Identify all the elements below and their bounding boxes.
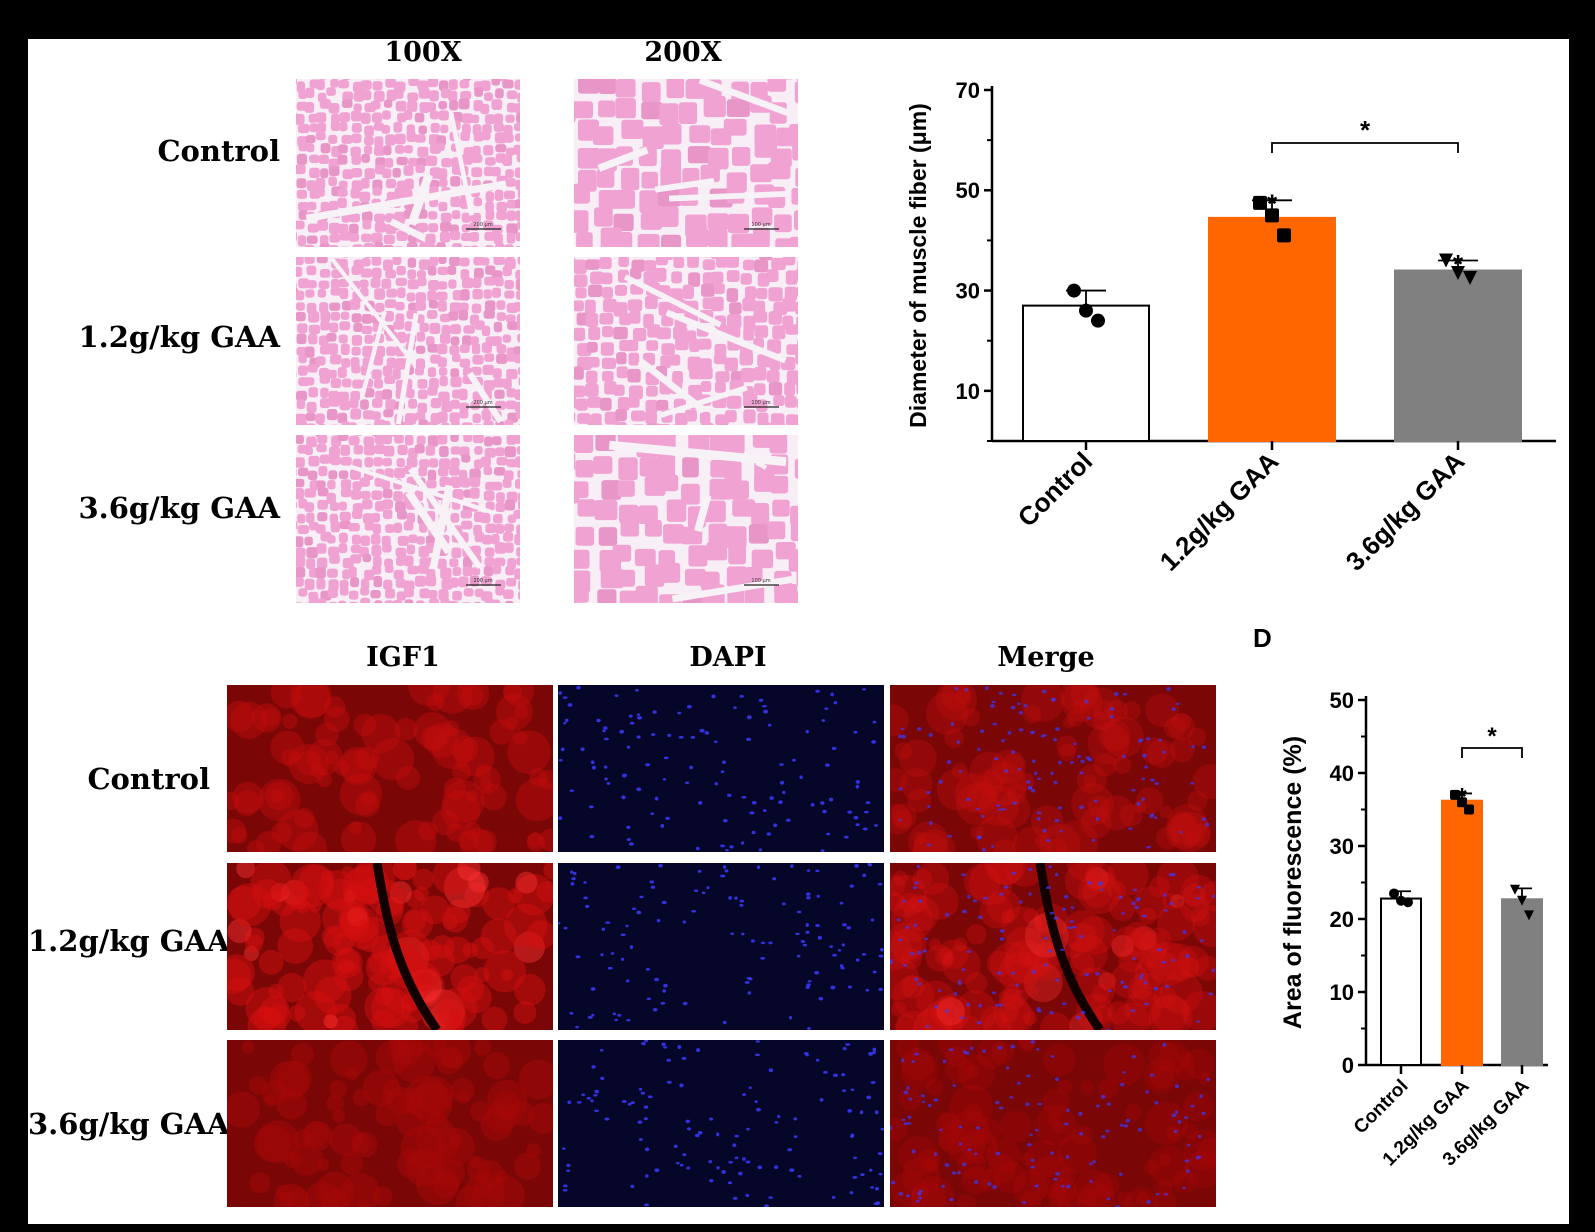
data-point — [1079, 303, 1093, 318]
bar — [1394, 269, 1522, 442]
data-point — [1463, 271, 1477, 286]
he-row-label-control: Control — [157, 134, 280, 168]
y-tick-label: 40 — [1330, 761, 1354, 786]
if-image-igf1-gaa36 — [227, 1040, 553, 1207]
bar — [1022, 304, 1150, 442]
data-point — [1451, 266, 1465, 281]
he-row-label-gaa36: 3.6g/kg GAA — [78, 491, 280, 525]
bar — [1380, 897, 1422, 1066]
if-image-dapi-control — [558, 685, 884, 852]
y-tick-label: 30 — [956, 278, 980, 303]
bar — [1441, 799, 1483, 1066]
data-point — [1403, 897, 1413, 908]
if-image-merge-gaa12 — [890, 863, 1216, 1030]
y-axis-label: Area of fluorescence (%) — [1279, 736, 1307, 1029]
scale-bar-label: 100 μm — [751, 578, 770, 584]
data-point — [1439, 253, 1453, 268]
y-tick-label: 10 — [1330, 980, 1354, 1005]
if-col-header-dapi: DAPI — [689, 642, 767, 673]
panel-letter-d: D — [1253, 623, 1272, 653]
data-point — [1457, 797, 1467, 808]
y-tick-label: 70 — [956, 78, 980, 103]
if-image-dapi-gaa12 — [558, 863, 884, 1030]
data-point — [1091, 313, 1105, 328]
scale-bar-label: 200 μm — [473, 222, 492, 228]
significance-star: * — [1267, 189, 1278, 219]
data-point — [1510, 884, 1520, 895]
x-tick-label: Control — [1350, 1076, 1413, 1139]
data-point — [1265, 208, 1279, 223]
bracket-star: * — [1360, 115, 1371, 145]
significance-star: * — [1457, 784, 1467, 811]
y-tick-label: 20 — [1330, 907, 1354, 932]
he-image-gaa12-100x: 200 μm — [296, 257, 520, 425]
he-col-header-100x: 100X — [384, 37, 462, 68]
if-image-igf1-control — [227, 685, 553, 852]
if-image-merge-control — [890, 685, 1216, 852]
y-tick-label: 10 — [956, 379, 980, 404]
bar — [1501, 898, 1543, 1066]
if-row-label-gaa36: 3.6g/kg GAA — [28, 1107, 230, 1141]
scale-bar-label: 100 μm — [751, 400, 770, 406]
significance-bracket — [1461, 747, 1523, 758]
data-point — [1464, 804, 1474, 815]
data-point — [1389, 888, 1399, 899]
y-axis-label: Diameter of muscle fiber (μm) — [905, 103, 931, 428]
y-tick-label: 50 — [1330, 688, 1354, 713]
y-tick-label: 30 — [1330, 834, 1354, 859]
scale-bar-label: 200 μm — [473, 400, 492, 406]
chart-fluorescence-area: 0 10 20 30 40 50 Area of fluorescence (%) Contr… — [1279, 688, 1548, 1170]
data-point — [1253, 195, 1267, 210]
he-image-gaa36-200x: 100 μm — [574, 435, 798, 603]
figure-panel: 100X 200X Control 1.2g/kg GAA 3.6g/kg GA… — [28, 37, 1569, 1224]
scale-bar-label: 200 μm — [473, 578, 492, 584]
bracket-star: * — [1487, 723, 1497, 750]
he-image-control-100x: 200 μm — [296, 79, 520, 247]
y-tick-label: 0 — [1342, 1053, 1354, 1078]
if-row-label-gaa12: 1.2g/kg GAA — [28, 924, 230, 958]
he-image-control-200x: 100 μm — [574, 79, 798, 247]
y-tick-label: 50 — [956, 178, 980, 203]
data-point — [1067, 283, 1081, 298]
data-point — [1277, 228, 1291, 243]
he-image-gaa36-100x: 200 μm — [296, 435, 520, 603]
data-point — [1450, 789, 1460, 800]
he-col-header-200x: 200X — [644, 37, 722, 68]
if-image-dapi-gaa36 — [558, 1040, 884, 1207]
bar — [1208, 216, 1336, 442]
data-point — [1517, 895, 1527, 906]
if-col-header-merge: Merge — [997, 642, 1095, 673]
if-row-label-control: Control — [87, 762, 210, 796]
if-image-igf1-gaa12 — [227, 863, 553, 1030]
scale-bar-label: 100 μm — [751, 222, 770, 228]
he-row-label-gaa12: 1.2g/kg GAA — [78, 320, 280, 354]
data-point — [1524, 910, 1534, 921]
if-image-merge-gaa36 — [890, 1040, 1216, 1207]
he-image-gaa12-200x: 100 μm — [574, 257, 798, 425]
significance-bracket — [1271, 142, 1459, 153]
significance-star: * — [1453, 249, 1464, 279]
if-col-header-igf1: IGF1 — [366, 642, 440, 673]
